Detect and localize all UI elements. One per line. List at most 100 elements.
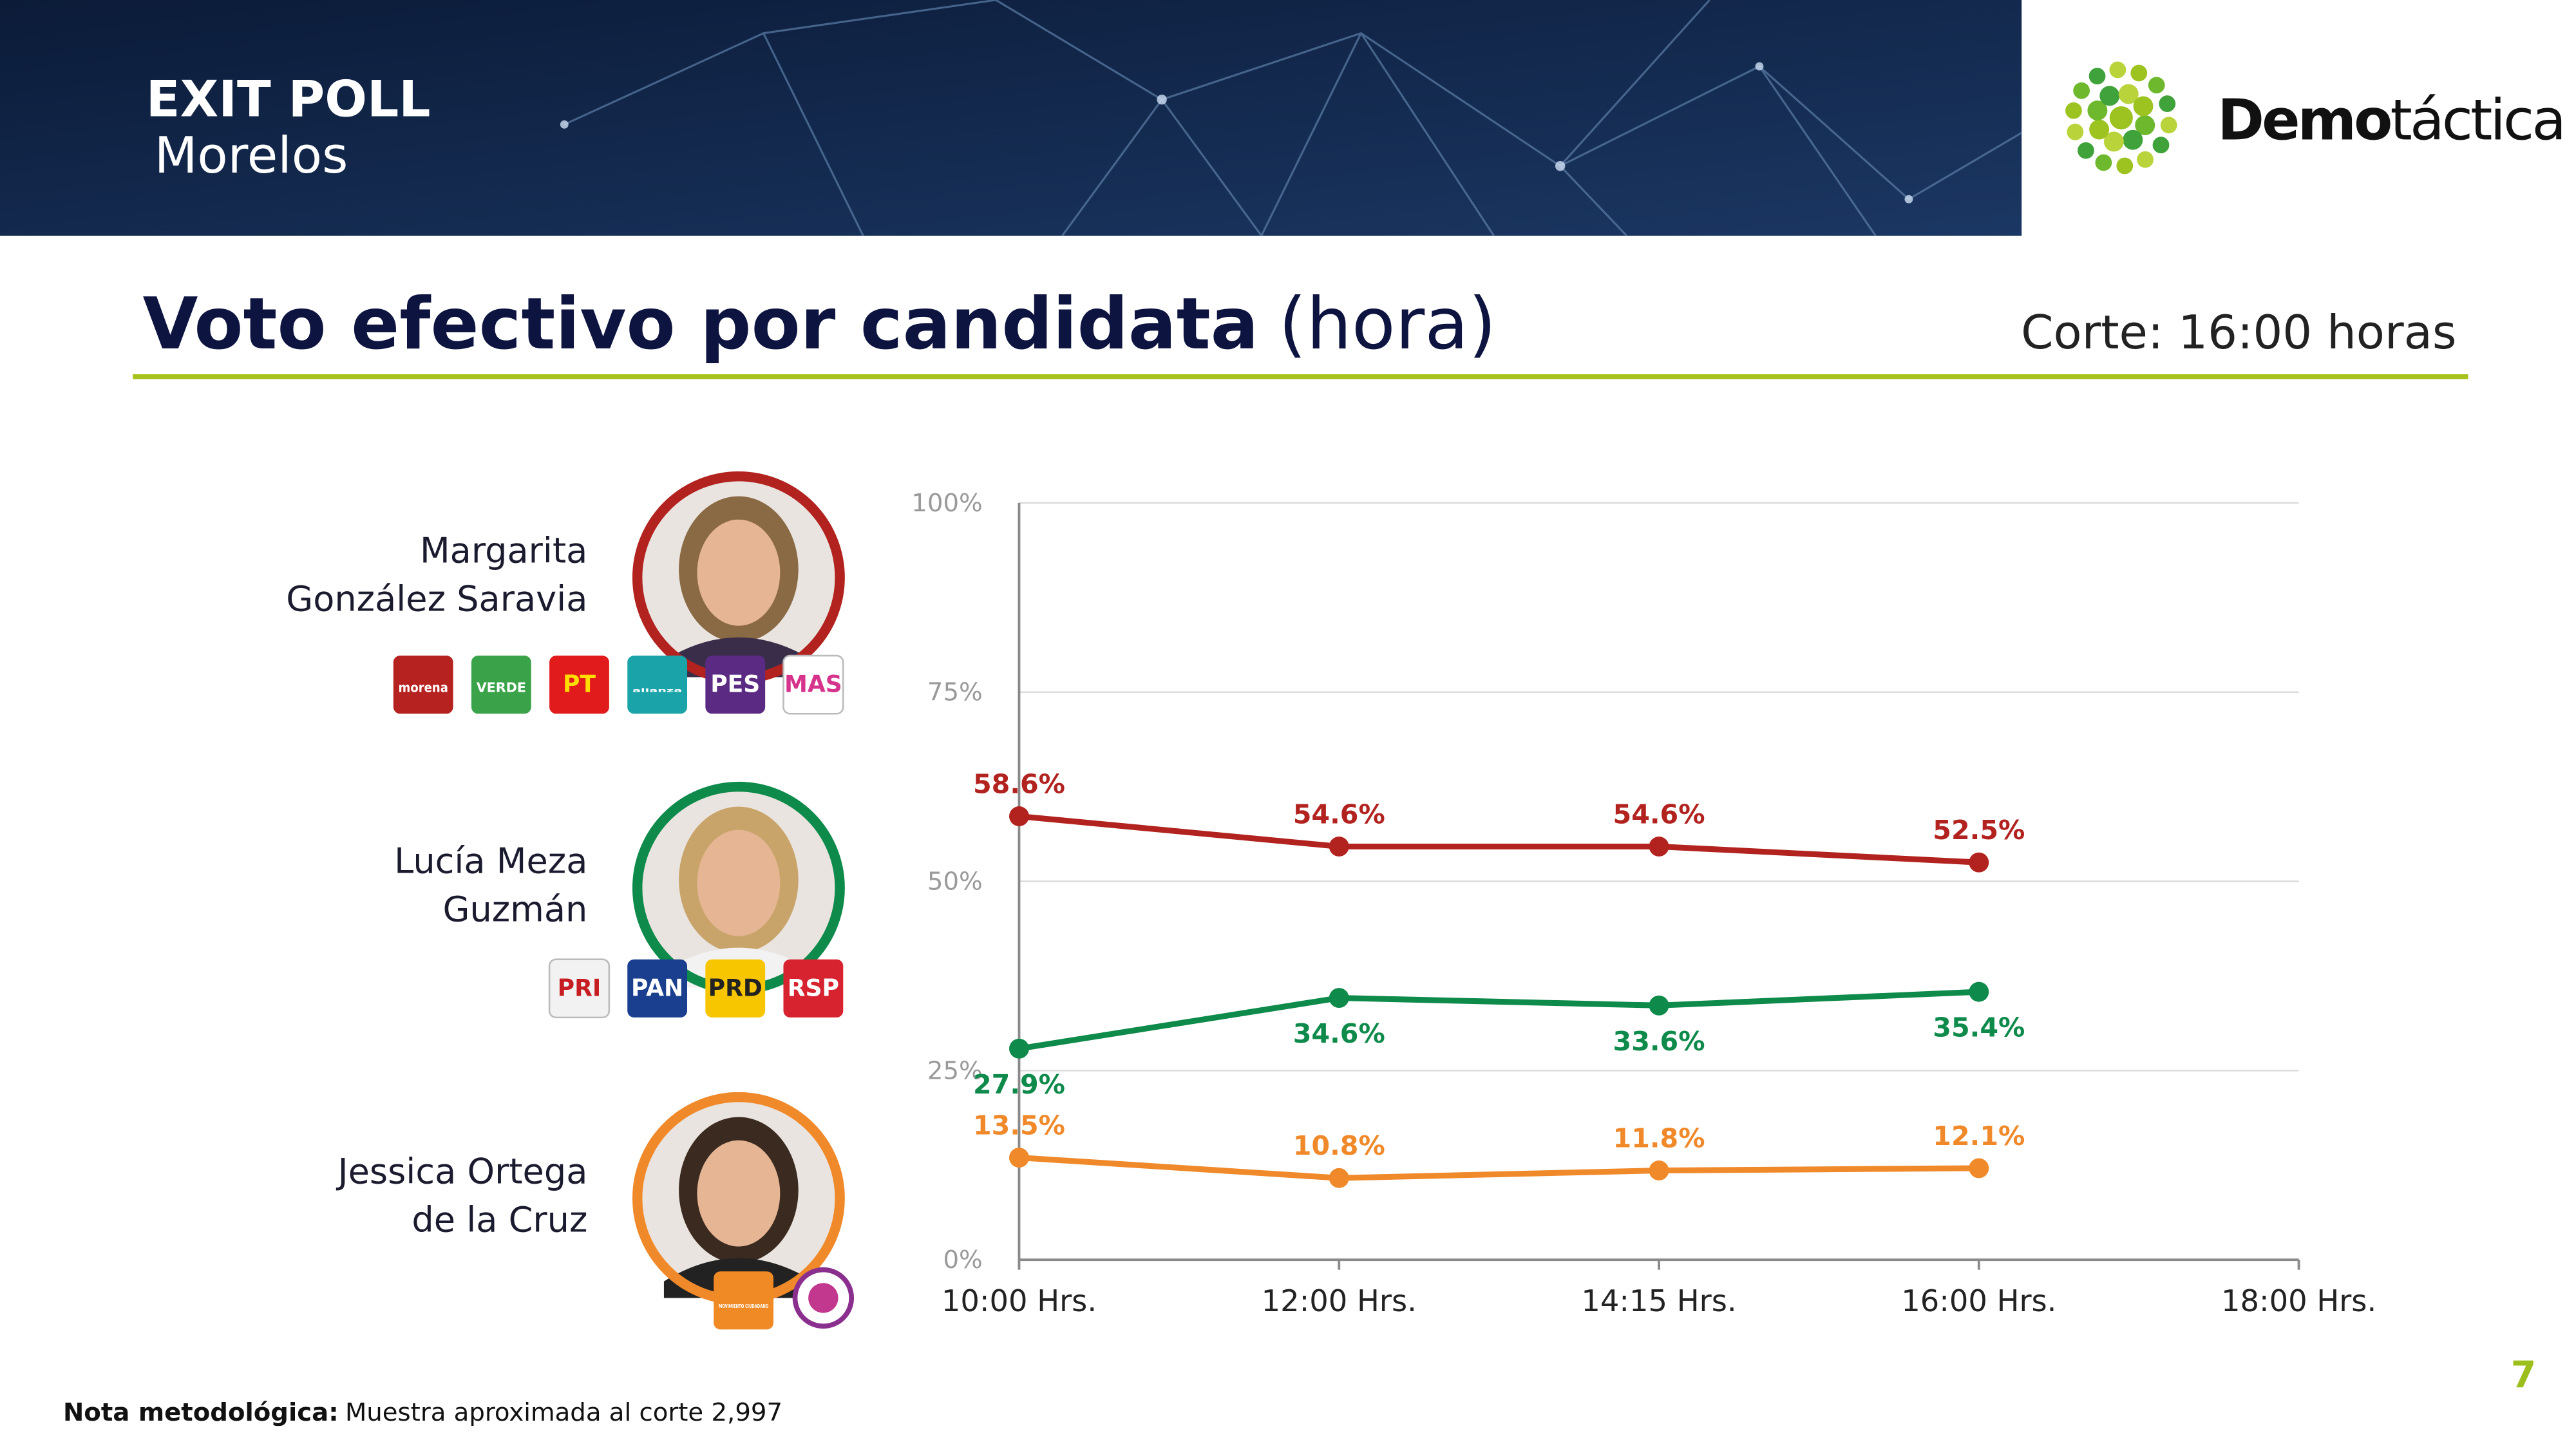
candidate-name: Lucía Meza Guzmán xyxy=(394,841,588,930)
brand-dot xyxy=(2095,154,2112,171)
party-logo-label: PAN xyxy=(631,974,683,1001)
party-logo xyxy=(714,1271,774,1330)
cutoff: Corte: 16:00 horas xyxy=(2021,306,2456,360)
value-label: 10.8% xyxy=(1293,1130,1385,1161)
brand-mark xyxy=(2065,61,2177,175)
value-label: 12.1% xyxy=(1933,1121,2025,1151)
photo-face xyxy=(697,1140,781,1247)
photo-face xyxy=(697,519,781,626)
party-logo xyxy=(783,959,844,1018)
brand-dot xyxy=(2135,115,2155,135)
brand-dot xyxy=(2152,137,2170,154)
heading: Voto efectivo por candidata (hora) xyxy=(143,283,1497,366)
brand-dot xyxy=(2148,77,2165,94)
brand-dot xyxy=(2116,157,2134,175)
value-label: 27.9% xyxy=(973,1069,1065,1100)
x-tick-label: 10:00 Hrs. xyxy=(942,1283,1097,1318)
candidate-name: Jessica Ortega de la Cruz xyxy=(337,1151,588,1240)
brand-dot xyxy=(2065,102,2082,119)
y-tick-label: 100% xyxy=(911,489,982,518)
party-logo-label: alianza xyxy=(632,688,682,694)
party-logo-label: RSP xyxy=(788,974,839,1001)
brand-dot xyxy=(2137,151,2154,168)
party-logo-label: MAS xyxy=(784,671,842,698)
point xyxy=(1649,1160,1669,1180)
value-label: 58.6% xyxy=(973,768,1065,799)
footer-note: Nota metodológica: Muestra aproximada al … xyxy=(63,1398,782,1427)
value-label: 33.6% xyxy=(1613,1026,1705,1057)
series-line xyxy=(1019,1155,1979,1181)
brand-dot xyxy=(2078,142,2094,159)
party-logo-round-inner xyxy=(808,1283,838,1313)
point xyxy=(1329,1168,1349,1188)
brand-dot xyxy=(2073,82,2090,99)
point xyxy=(1329,837,1349,857)
value-label: 54.6% xyxy=(1293,799,1385,829)
brand-dot xyxy=(2087,100,2108,121)
note-label: Nota metodológica: xyxy=(63,1398,339,1427)
party-logo xyxy=(705,959,766,1018)
line-chart: 0% 25% 50% 75% 100% 10:00 Hrs. 12:00 Hrs. 14:15… xyxy=(911,489,2376,1318)
y-tick-label: 25% xyxy=(927,1056,983,1085)
brand-bold: Demo xyxy=(2217,87,2391,153)
brand-dot xyxy=(2099,86,2120,106)
candidate-name: Margarita González Saravia xyxy=(286,531,588,620)
party-logo-label: PT xyxy=(563,671,596,698)
party-logo xyxy=(548,958,611,1019)
value-label: 13.5% xyxy=(973,1110,1065,1141)
value-label: 11.8% xyxy=(1613,1122,1705,1153)
value-label: 35.4% xyxy=(1933,1012,2025,1043)
y-tick-label: 75% xyxy=(927,678,983,707)
party-logo xyxy=(549,656,609,714)
point xyxy=(1009,806,1029,826)
party-logo-label: PRI xyxy=(558,974,601,1001)
brand-dot xyxy=(2088,68,2106,85)
party-logo-label: MOVIMIENTO CIUDADANO xyxy=(719,1303,769,1309)
x-tick-label: 14:15 Hrs. xyxy=(1581,1283,1736,1318)
party-logo xyxy=(627,656,688,714)
point xyxy=(1969,981,1989,1002)
note-text: Muestra aproximada al corte 2,997 xyxy=(345,1398,782,1427)
party-logo-label: morena xyxy=(399,680,448,696)
heading-suffix: (hora) xyxy=(1278,283,1496,366)
x-tick-label: 16:00 Hrs. xyxy=(1901,1283,2056,1318)
brand-dot xyxy=(2118,84,2139,104)
heading-title: Voto efectivo por candidata xyxy=(143,283,1259,366)
party-logo xyxy=(705,656,766,714)
brand-dot xyxy=(2109,61,2126,79)
network-nodes xyxy=(560,62,1913,204)
point xyxy=(1969,1158,1989,1179)
series-line xyxy=(1019,813,1980,866)
y-tick-label: 50% xyxy=(927,867,983,896)
brand-dot xyxy=(2123,129,2143,150)
value-label: 54.6% xyxy=(1613,799,1705,829)
point xyxy=(1649,837,1669,857)
party-logo xyxy=(627,959,688,1018)
party-logo-label: PRD xyxy=(708,974,762,1001)
point xyxy=(1969,852,1989,873)
header-title: EXIT POLL xyxy=(146,70,431,128)
brand-dot xyxy=(2160,117,2177,134)
party-logo xyxy=(393,656,453,714)
series-line xyxy=(1018,989,1980,1052)
point xyxy=(1329,988,1349,1009)
x-tick-label: 12:00 Hrs. xyxy=(1262,1283,1417,1318)
brand-dot xyxy=(2133,96,2154,117)
header-subtitle: Morelos xyxy=(155,127,348,185)
brand-dot xyxy=(2089,119,2110,140)
point xyxy=(1009,1148,1029,1168)
value-label: 52.5% xyxy=(1933,815,2025,846)
party-logo xyxy=(471,656,531,714)
party-logo-label: PES xyxy=(710,671,760,698)
page-number: 7 xyxy=(2511,1354,2536,1397)
point xyxy=(1649,995,1669,1016)
brand-light: táctica xyxy=(2390,87,2564,153)
brand-dot xyxy=(2159,95,2176,112)
brand-dot xyxy=(2130,64,2148,82)
x-tick-label: 18:00 Hrs. xyxy=(2221,1283,2376,1318)
value-label: 34.6% xyxy=(1293,1018,1385,1049)
party-logo-label: VERDE xyxy=(477,680,526,696)
brand-dot xyxy=(2067,124,2084,140)
